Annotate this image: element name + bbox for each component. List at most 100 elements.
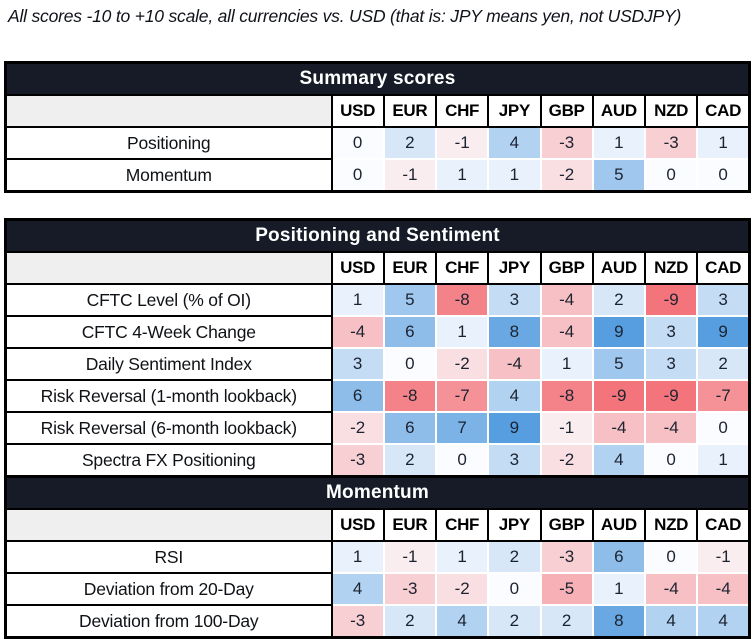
scores-table-1: Positioning and Sentiment USD EUR CHF JPY GBP… <box>4 218 751 639</box>
score-cell-nzd: 0 <box>643 158 699 193</box>
score-cell-jpy: 1 <box>487 158 542 193</box>
table-row: CFTC Level (% of OI) 1 5 -8 3 -4 2 -9 3 <box>4 283 751 317</box>
section-title: Summary scores <box>4 61 751 96</box>
score-cell-usd: 4 <box>330 572 385 606</box>
score-cell-cad: -4 <box>696 572 751 606</box>
currency-header-gbp: GBP <box>539 251 594 285</box>
row-label: RSI <box>4 540 333 574</box>
currency-header-jpy: JPY <box>487 94 542 128</box>
score-cell-eur: 2 <box>382 443 438 478</box>
score-cell-chf: -2 <box>434 572 490 606</box>
score-cell-eur: -1 <box>382 540 438 574</box>
score-cell-jpy: 3 <box>487 443 542 478</box>
score-cell-gbp: -5 <box>539 572 594 606</box>
row-label: Positioning <box>4 126 333 160</box>
score-cell-aud: 4 <box>591 443 647 478</box>
corner-cell <box>4 94 333 128</box>
score-cell-aud: 6 <box>591 540 647 574</box>
scale-note: All scores -10 to +10 scale, all currenc… <box>8 6 682 26</box>
currency-header-nzd: NZD <box>643 508 699 542</box>
score-cell-eur: -3 <box>382 572 438 606</box>
currency-header-gbp: GBP <box>539 94 594 128</box>
score-cell-nzd: 3 <box>643 347 699 381</box>
table-row: CFTC 4-Week Change -4 6 1 8 -4 9 3 9 <box>4 315 751 349</box>
score-cell-nzd: 4 <box>643 604 699 639</box>
currency-header-row: USD EUR CHF JPY GBP AUD NZD CAD <box>4 508 751 542</box>
currency-header-chf: CHF <box>434 94 490 128</box>
currency-header-usd: USD <box>330 94 385 128</box>
score-cell-eur: -1 <box>382 158 438 193</box>
score-cell-cad: 9 <box>696 315 751 349</box>
score-cell-gbp: 1 <box>539 347 594 381</box>
row-label: Spectra FX Positioning <box>4 443 333 478</box>
score-cell-jpy: 3 <box>487 283 542 317</box>
table-row: Spectra FX Positioning -3 2 0 3 -2 4 0 1 <box>4 443 751 478</box>
currency-header-aud: AUD <box>591 251 647 285</box>
currency-header-chf: CHF <box>434 508 490 542</box>
score-cell-aud: -9 <box>591 379 647 413</box>
score-cell-aud: 8 <box>591 604 647 639</box>
table-row: Risk Reversal (6-month lookback) -2 6 7 9 -1-… <box>4 411 751 445</box>
score-cell-chf: 7 <box>434 411 490 445</box>
score-cell-jpy: 2 <box>487 540 542 574</box>
currency-header-usd: USD <box>330 508 385 542</box>
score-cell-cad: 4 <box>696 604 751 639</box>
score-cell-cad: 0 <box>696 158 751 193</box>
score-cell-usd: 0 <box>330 158 385 193</box>
score-cell-usd: 6 <box>330 379 385 413</box>
score-cell-aud: -4 <box>591 411 647 445</box>
currency-header-cad: CAD <box>696 251 751 285</box>
row-label: Daily Sentiment Index <box>4 347 333 381</box>
currency-header-gbp: GBP <box>539 508 594 542</box>
table-row: Risk Reversal (1-month lookback) 6 -8 -7 4 -8… <box>4 379 751 413</box>
score-cell-jpy: -4 <box>487 347 542 381</box>
score-cell-chf: -7 <box>434 379 490 413</box>
row-label: Momentum <box>4 158 333 193</box>
currency-header-nzd: NZD <box>643 251 699 285</box>
score-cell-chf: 1 <box>434 315 490 349</box>
currency-header-jpy: JPY <box>487 251 542 285</box>
score-cell-nzd: 3 <box>643 315 699 349</box>
currency-header-row: USD EUR CHF JPY GBP AUD NZD CAD <box>4 94 751 128</box>
score-cell-eur: 5 <box>382 283 438 317</box>
score-cell-jpy: 2 <box>487 604 542 639</box>
score-cell-usd: -4 <box>330 315 385 349</box>
score-cell-aud: 1 <box>591 126 647 160</box>
score-cell-nzd: -4 <box>643 572 699 606</box>
score-cell-cad: 3 <box>696 283 751 317</box>
scores-table-0: Summary scores USD EUR CHF JPY GBP AUD NZD CAD Po… <box>4 61 751 193</box>
score-cell-cad: 1 <box>696 126 751 160</box>
score-cell-nzd: -3 <box>643 126 699 160</box>
score-cell-usd: 0 <box>330 126 385 160</box>
score-cell-gbp: -2 <box>539 443 594 478</box>
currency-header-row: USD EUR CHF JPY GBP AUD NZD CAD <box>4 251 751 285</box>
currency-header-aud: AUD <box>591 94 647 128</box>
score-cell-nzd: 0 <box>643 540 699 574</box>
score-cell-chf: -8 <box>434 283 490 317</box>
row-label: Risk Reversal (6-month lookback) <box>4 411 333 445</box>
score-cell-usd: -3 <box>330 443 385 478</box>
table-row: Deviation from 20-Day 4 -3 -2 0 -5 1 -4 -4 <box>4 572 751 606</box>
score-cell-jpy: 8 <box>487 315 542 349</box>
score-cell-cad: 2 <box>696 347 751 381</box>
corner-cell <box>4 508 333 542</box>
score-cell-eur: 0 <box>382 347 438 381</box>
score-cell-aud: 5 <box>591 347 647 381</box>
currency-header-jpy: JPY <box>487 508 542 542</box>
section-title-row: Momentum <box>4 475 751 510</box>
score-cell-gbp: -3 <box>539 126 594 160</box>
score-cell-cad: 0 <box>696 411 751 445</box>
score-cell-gbp: 2 <box>539 604 594 639</box>
score-cell-nzd: 0 <box>643 443 699 478</box>
score-cell-jpy: 9 <box>487 411 542 445</box>
section-title: Momentum <box>4 475 751 510</box>
score-cell-nzd: -9 <box>643 379 699 413</box>
tables: Summary scores USD EUR CHF JPY GBP AUD NZD CAD Po… <box>4 61 755 639</box>
score-cell-jpy: 0 <box>487 572 542 606</box>
score-cell-gbp: -2 <box>539 158 594 193</box>
score-cell-eur: -8 <box>382 379 438 413</box>
table-row: Daily Sentiment Index 3 0 -2 -4 1 5 3 2 <box>4 347 751 381</box>
score-cell-chf: 1 <box>434 158 490 193</box>
table-row: Positioning 0 2 -1 4 -3 1 -3 1 <box>4 126 751 160</box>
section-title: Positioning and Sentiment <box>4 218 751 253</box>
